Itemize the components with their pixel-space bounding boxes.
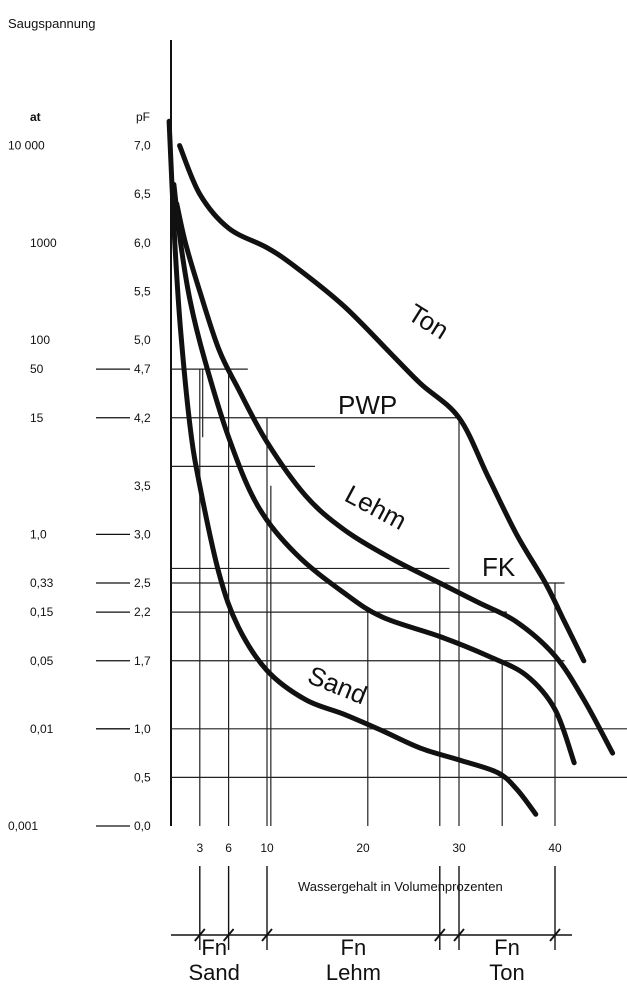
retention-curves — [166, 118, 616, 817]
pf-tick-label-1-7: 1,7 — [134, 654, 151, 668]
x-tick-label-10: 10 — [260, 841, 274, 855]
curve-ton — [177, 143, 587, 664]
fn-ton-fn-label: Fn — [494, 935, 520, 960]
pf-tick-label-0-5: 0,5 — [134, 770, 151, 784]
fn-tick-3 — [194, 928, 206, 942]
at-tick-label-1-0: 0,01 — [30, 722, 54, 736]
fn-sand-soil-label: Sand — [189, 960, 240, 985]
pwp-label: PWP — [338, 390, 397, 420]
pf-tick-label-6-0: 6,0 — [134, 236, 151, 250]
at-tick-label-2-2: 0,15 — [30, 605, 54, 619]
x-tick-label-20: 20 — [356, 841, 370, 855]
fn-lehm-fn-label: Fn — [341, 935, 367, 960]
y-unit-pf: pF — [136, 110, 150, 124]
curve-sand — [166, 118, 539, 817]
x-tick-label-6: 6 — [225, 841, 232, 855]
at-tick-label-4-7: 50 — [30, 362, 44, 376]
at-tick-label-5-0: 100 — [30, 333, 50, 347]
pf-tick-label-6-5: 6,5 — [134, 187, 151, 201]
fn-lehm-soil-label: Lehm — [326, 960, 381, 985]
fn-tick-10 — [261, 928, 273, 942]
pf-tick-label-3-5: 3,5 — [134, 479, 151, 493]
fn-ton-soil-label: Ton — [489, 960, 524, 985]
pf-tick-label-5-5: 5,5 — [134, 284, 151, 298]
fn-tick-30 — [453, 928, 465, 942]
curve-series-2 — [171, 182, 577, 766]
pf-tick-label-2-2: 2,2 — [134, 605, 151, 619]
x-ticks: 3 6 10 20 30 40 — [196, 841, 562, 855]
pf-tick-label-4-7: 4,7 — [134, 362, 151, 376]
at-tick-label-2-5: 0,33 — [30, 576, 54, 590]
x-tick-label-3: 3 — [196, 841, 203, 855]
pf-tick-label-7-0: 7,0 — [134, 139, 151, 153]
pf-tick-label-3-0: 3,0 — [134, 527, 151, 541]
at-tick-label-3-0: 1,0 — [30, 527, 47, 541]
pf-tick-label-5-0: 5,0 — [134, 333, 151, 347]
fn-tick-6 — [222, 928, 235, 942]
x-axis-title: Wassergehalt in Volumenprozenten — [298, 879, 503, 894]
curve-lehm — [174, 201, 616, 756]
fn-tick-40 — [549, 928, 561, 942]
x-tick-label-40: 40 — [548, 841, 562, 855]
at-tick-label-0-0: 0,001 — [8, 819, 38, 833]
curve-label-lehm: Lehm — [340, 479, 412, 536]
at-tick-label-4-2: 15 — [30, 411, 44, 425]
pf-tick-label-0-0: 0,0 — [134, 819, 151, 833]
y-ticks: 7,0 10 000 6,5 6,0 1000 5,5 5,0 100 4,7 50 4,2 15 3,… — [8, 139, 151, 833]
at-tick-label-6-0: 1000 — [30, 236, 57, 250]
pf-tick-label-4-2: 4,2 — [134, 411, 151, 425]
x-tick-label-30: 30 — [452, 841, 466, 855]
y-axis-title: Saugspannung — [8, 16, 95, 31]
pf-tick-label-1-0: 1,0 — [134, 722, 151, 736]
pf-tick-label-2-5: 2,5 — [134, 576, 151, 590]
y-unit-at: at — [30, 110, 41, 124]
drop-lines — [199, 369, 556, 826]
curve-label-ton: Ton — [403, 298, 454, 346]
fk-label: FK — [482, 552, 516, 582]
at-tick-label-1-7: 0,05 — [30, 654, 54, 668]
at-tick-label-7-0: 10 000 — [8, 139, 45, 153]
fn-sand-fn-label: Fn — [201, 935, 227, 960]
fn-tick-28 — [434, 928, 446, 942]
